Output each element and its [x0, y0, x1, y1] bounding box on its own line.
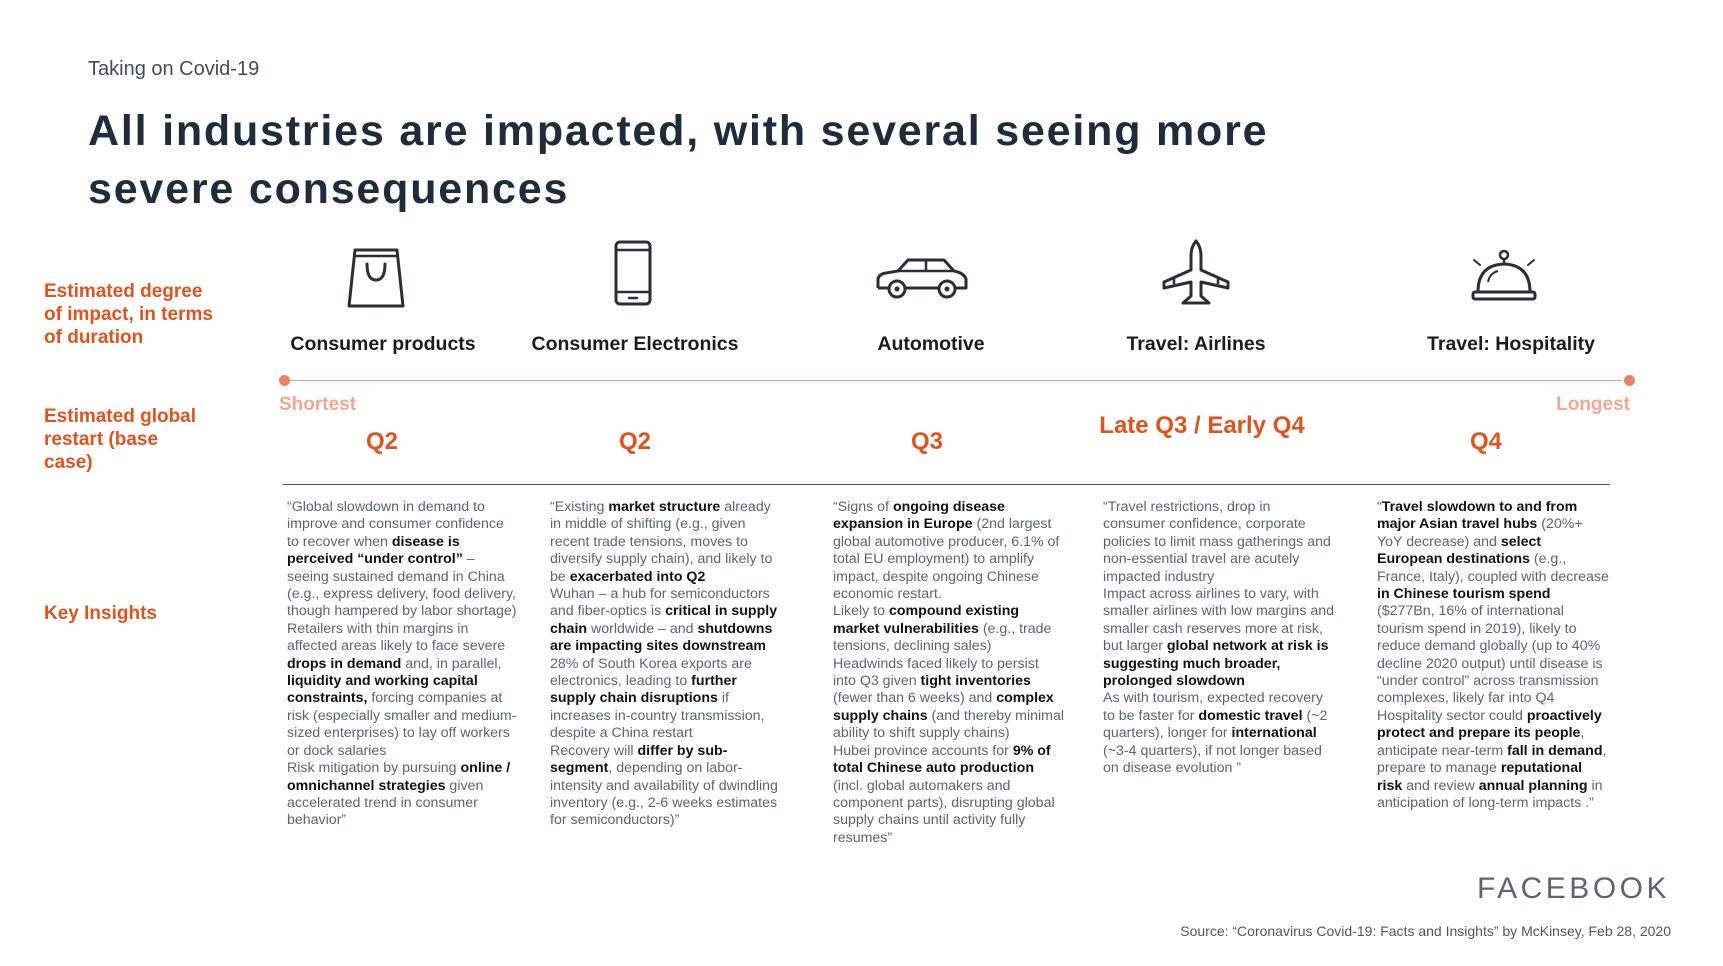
restart-quarter-automotive: Q3	[910, 428, 943, 455]
insight-highlight: online / omnichannel strategies	[287, 760, 511, 794]
scale-label-longest: Longest	[1556, 394, 1630, 415]
insight-text: Impact across airlines to vary, with sma…	[1103, 586, 1335, 655]
insight-highlight: annual planning	[1478, 777, 1588, 794]
insight-highlight: exacerbated into Q2	[569, 568, 706, 585]
insight-text: – seeing sustained demand in China (e.g.…	[287, 551, 517, 620]
insight-text: and review	[1402, 777, 1479, 794]
insight-text: “Global slowdown in demand to improve an…	[287, 499, 504, 550]
insight-text: Headwinds faced likely to persist into Q…	[833, 655, 1039, 690]
insight-text: (20%+ YoY decrease) and	[1377, 516, 1583, 550]
insight-text: , depending on labor-intensity and avail…	[550, 760, 778, 829]
insight-text: (~3-4 quarters), if not longer based on …	[1103, 742, 1322, 777]
insight-highlight: international	[1231, 725, 1317, 742]
insight-text: in anticipation of long-term impacts .”	[1377, 777, 1603, 811]
insight-text: 28% of South Korea exports are electroni…	[550, 655, 752, 690]
insight-highlight: compound existing market vulnerabilities	[833, 603, 1020, 637]
restart-quarter-travel-hospitality: Q4	[1469, 428, 1502, 455]
insight-text: “Travel restrictions, drop in consumer c…	[1103, 499, 1331, 585]
insight-text: and, in parallel,	[401, 655, 502, 672]
insights-travel-airlines: “Travel restrictions, drop in consumer c…	[1103, 499, 1335, 778]
insight-highlight: fall in demand	[1507, 742, 1603, 759]
insight-text: , prepare to manage	[1377, 742, 1607, 777]
insight-highlight: reputational risk	[1377, 760, 1583, 794]
insights-travel-hospitality: “Travel slowdown to and from major Asian…	[1377, 499, 1609, 812]
insight-text: As with tourism, expected recovery to be…	[1103, 690, 1323, 724]
scale-start-dot	[279, 375, 290, 386]
insight-highlight: differ by sub-segment	[550, 742, 728, 777]
insight-highlight: critical in supply chain	[550, 603, 778, 637]
scale-label-shortest: Shortest	[279, 394, 357, 415]
insight-text: given accelerated trend in consumer beha…	[287, 777, 484, 829]
insight-text: Risk mitigation by pursuing	[287, 760, 461, 777]
industry-name-consumer-products: Consumer products	[290, 333, 476, 355]
facebook-logo: FACEBOOK	[1476, 872, 1670, 905]
insight-highlight: shutdowns are impacting sites downstream	[550, 620, 773, 655]
service-bell-icon	[1471, 249, 1537, 301]
insight-highlight: ongoing disease expansion in Europe	[833, 499, 1005, 533]
industry-name-travel-hospitality: Travel: Hospitality	[1427, 333, 1595, 355]
insight-highlight: domestic travel	[1198, 707, 1303, 724]
insight-text: Recovery will	[550, 742, 638, 759]
insights-consumer-electronics: “Existing market structure already in mi…	[550, 499, 782, 830]
shopping-bag-icon	[347, 248, 405, 308]
insight-highlight: tight inventories	[920, 673, 1031, 690]
source-citation: Source: “Coronavirus Covid-19: Facts and…	[1180, 923, 1671, 939]
insight-highlight: in Chinese tourism spend	[1377, 586, 1551, 603]
insight-text: worldwide – and	[587, 620, 698, 637]
insight-text: Wuhan – a hub for semiconductors and fib…	[550, 586, 770, 620]
insight-highlight: liquidity and working capital constraint…	[287, 673, 478, 707]
insight-text: (~2 quarters), longer for	[1103, 707, 1328, 742]
insight-text: “Existing	[550, 499, 609, 515]
insight-text: (fewer than 6 weeks) and	[833, 690, 997, 707]
section-divider	[283, 484, 1610, 485]
insight-text: “Signs of	[833, 499, 893, 515]
restart-quarter-consumer-products: Q2	[365, 428, 398, 455]
insight-text: (2nd largest global automotive producer,…	[833, 516, 1060, 603]
insight-highlight: drops in demand	[287, 655, 402, 672]
smartphone-icon	[614, 240, 652, 306]
insight-text: Likely to	[833, 603, 889, 620]
row-label-impact: Estimated degree of impact, in terms of …	[44, 281, 213, 348]
insight-text: (and thereby minimal ability to shift su…	[833, 707, 1065, 742]
eyebrow-label: Taking on Covid-19	[88, 58, 260, 80]
insight-text: Hubei province accounts for	[833, 742, 1013, 759]
insight-highlight: further supply chain disruptions	[550, 673, 737, 707]
row-label-restart: Estimated global restart (base case)	[44, 406, 197, 473]
insight-text: already in middle of shifting (e.g., giv…	[550, 499, 773, 585]
restart-quarter-consumer-electronics: Q2	[618, 428, 651, 455]
insights-consumer-products: “Global slowdown in demand to improve an…	[287, 499, 519, 830]
page-title: All industries are impacted, with severa…	[88, 107, 1269, 213]
restart-quarter-travel-airlines: Late Q3 / Early Q4	[1099, 412, 1305, 439]
insight-text: (e.g., trade tensions, declining sales)	[833, 620, 1052, 655]
insight-text: (e.g., France, Italy), coupled with decr…	[1377, 551, 1609, 585]
insight-highlight: select European destinations	[1377, 533, 1542, 568]
scale-end-dot	[1624, 375, 1635, 386]
insight-highlight: complex supply chains	[833, 690, 1054, 724]
industry-name-travel-airlines: Travel: Airlines	[1126, 333, 1266, 355]
insight-text: , anticipate near-term	[1377, 725, 1585, 759]
row-label-insights: Key Insights	[44, 603, 157, 624]
insight-text: ($277Bn, 16% of international tourism sp…	[1377, 603, 1603, 707]
insight-text: Hospitality sector could	[1377, 707, 1527, 724]
duration-scale-line	[284, 380, 1622, 381]
insight-text: “	[1377, 499, 1382, 515]
insight-highlight: 9% of total Chinese auto production	[833, 742, 1051, 777]
insights-automotive: “Signs of ongoing disease expansion in E…	[833, 499, 1065, 847]
insight-text: forcing companies at risk (especially sm…	[287, 690, 517, 759]
industry-name-automotive: Automotive	[877, 333, 985, 355]
insight-highlight: proactively protect and prepare its peop…	[1377, 707, 1602, 742]
insight-highlight: global network at risk is suggesting muc…	[1103, 638, 1329, 690]
insight-text: if increases in-country transmission, de…	[550, 690, 765, 742]
insight-highlight: disease is perceived “under control”	[287, 533, 463, 568]
industry-name-consumer-electronics: Consumer Electronics	[531, 333, 739, 355]
insight-highlight: Travel slowdown to and from major Asian …	[1377, 499, 1578, 533]
airplane-icon	[1162, 239, 1230, 305]
insight-text: (incl. global automakers and component p…	[833, 777, 1055, 846]
insight-highlight: market structure	[608, 499, 721, 515]
insight-text: Retailers with thin margins in affected …	[287, 620, 506, 655]
car-icon	[876, 258, 968, 299]
